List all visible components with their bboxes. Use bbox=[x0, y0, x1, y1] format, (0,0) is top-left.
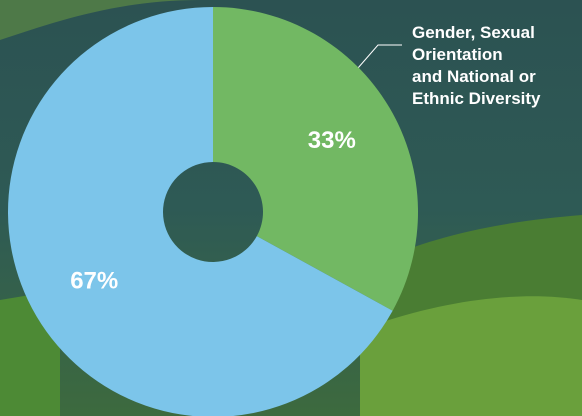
leader-line bbox=[357, 44, 402, 69]
value-label: 67% bbox=[70, 268, 118, 295]
value-label: 33% bbox=[308, 127, 356, 154]
slice bbox=[213, 7, 418, 311]
slice-label: Gender, Sexual Orientation and National … bbox=[412, 23, 541, 108]
slice bbox=[8, 7, 393, 416]
